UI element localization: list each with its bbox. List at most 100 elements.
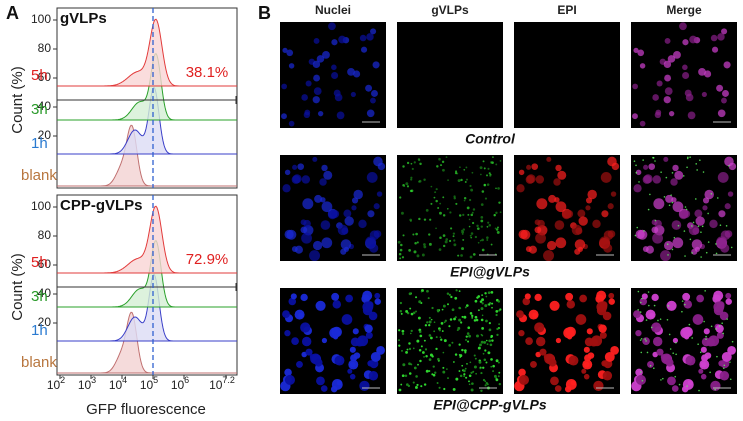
cell bbox=[581, 368, 587, 374]
spot bbox=[497, 300, 501, 303]
spot bbox=[399, 310, 403, 313]
cell bbox=[591, 335, 603, 347]
spot bbox=[406, 185, 410, 188]
spot bbox=[470, 388, 474, 392]
cell bbox=[535, 232, 546, 244]
cell bbox=[651, 322, 662, 333]
cell bbox=[566, 300, 576, 309]
cell bbox=[683, 300, 693, 309]
cell bbox=[722, 90, 729, 97]
cell bbox=[567, 334, 573, 340]
cell bbox=[574, 239, 586, 250]
spot bbox=[461, 247, 465, 251]
cell bbox=[528, 245, 537, 254]
cell bbox=[593, 380, 604, 392]
cell bbox=[703, 328, 710, 335]
spot bbox=[400, 243, 403, 247]
spot bbox=[417, 363, 419, 366]
spot bbox=[465, 335, 468, 338]
spot bbox=[457, 326, 461, 330]
cell bbox=[291, 175, 301, 184]
cell bbox=[602, 361, 608, 367]
y-axis-label: Count (%) bbox=[9, 253, 26, 321]
spot bbox=[435, 188, 438, 191]
cell bbox=[528, 309, 539, 320]
tick-base: 10 bbox=[109, 378, 123, 392]
spot bbox=[495, 359, 499, 363]
cell bbox=[708, 335, 720, 347]
cell bbox=[291, 337, 299, 345]
spot bbox=[428, 370, 431, 373]
spot bbox=[480, 333, 483, 336]
spot bbox=[490, 336, 493, 339]
plot-title: CPP-gVLPs bbox=[60, 197, 143, 214]
cell bbox=[682, 326, 693, 338]
cell bbox=[728, 162, 737, 171]
spot bbox=[397, 240, 401, 244]
spot bbox=[398, 329, 401, 332]
spot bbox=[439, 236, 442, 240]
cell bbox=[331, 292, 340, 301]
cell bbox=[671, 385, 679, 392]
spot bbox=[710, 193, 713, 195]
cell bbox=[366, 109, 375, 118]
spot bbox=[468, 334, 472, 338]
spot bbox=[454, 172, 458, 175]
spot bbox=[695, 163, 698, 165]
spot bbox=[662, 377, 664, 380]
spot bbox=[455, 377, 459, 381]
spot bbox=[454, 316, 457, 319]
y-tick-label: 60 bbox=[38, 70, 52, 84]
spot bbox=[483, 183, 487, 187]
spot bbox=[685, 208, 688, 211]
spot bbox=[723, 364, 726, 367]
image-bg bbox=[397, 22, 503, 128]
cell bbox=[370, 97, 376, 104]
spot bbox=[459, 374, 463, 378]
spot bbox=[456, 329, 459, 332]
spot bbox=[430, 185, 433, 188]
spot bbox=[451, 308, 455, 312]
cell bbox=[319, 178, 327, 186]
spot bbox=[716, 355, 718, 358]
spot bbox=[490, 243, 493, 246]
spot bbox=[430, 318, 433, 321]
cell bbox=[632, 83, 639, 90]
spot bbox=[444, 319, 447, 322]
spot bbox=[645, 340, 647, 342]
spot bbox=[410, 329, 413, 333]
spot bbox=[498, 371, 501, 374]
cell bbox=[672, 237, 684, 249]
spot bbox=[442, 304, 446, 308]
spot bbox=[435, 199, 438, 203]
cell bbox=[345, 294, 354, 303]
x-tick-label: 106 bbox=[171, 375, 189, 392]
cell bbox=[358, 219, 367, 229]
cell bbox=[651, 293, 659, 302]
spot bbox=[489, 343, 493, 347]
cell bbox=[321, 337, 328, 344]
spot bbox=[400, 211, 404, 215]
cell bbox=[320, 220, 331, 230]
cell bbox=[534, 293, 542, 302]
cell bbox=[360, 46, 368, 53]
spot bbox=[455, 202, 458, 205]
cell bbox=[565, 326, 576, 338]
cell bbox=[577, 209, 586, 218]
cell bbox=[718, 210, 726, 218]
spot bbox=[472, 221, 475, 225]
cell bbox=[301, 94, 308, 101]
spot bbox=[412, 381, 415, 384]
spot bbox=[451, 341, 454, 344]
cell bbox=[518, 368, 526, 377]
spot bbox=[484, 304, 488, 308]
cell bbox=[639, 120, 646, 127]
cell bbox=[518, 374, 529, 385]
cell bbox=[699, 359, 710, 370]
spot bbox=[453, 239, 456, 242]
spot bbox=[487, 291, 491, 295]
spot bbox=[405, 182, 409, 186]
spot bbox=[464, 180, 467, 183]
spot bbox=[447, 179, 449, 181]
row-caption: Control bbox=[465, 131, 516, 147]
